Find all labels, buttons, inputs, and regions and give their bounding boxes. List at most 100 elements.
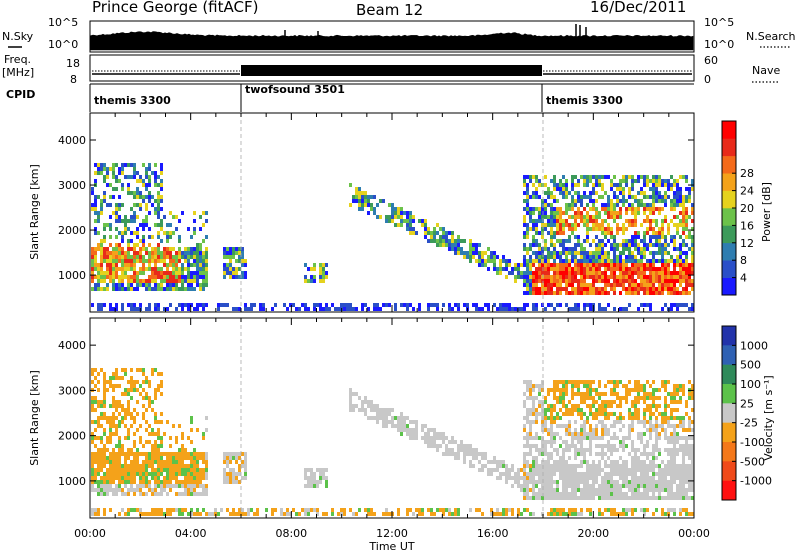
data-cell [652, 404, 655, 408]
colorbar-swatch [722, 403, 736, 423]
data-cell [193, 275, 196, 279]
data-cell [574, 464, 577, 468]
data-cell [586, 235, 589, 239]
data-cell [625, 496, 628, 500]
data-cell [160, 207, 163, 211]
data-cell [397, 428, 400, 432]
data-cell [541, 404, 544, 408]
data-cell [514, 267, 517, 271]
data-cell [109, 203, 112, 207]
data-cell [604, 231, 607, 235]
data-cell [205, 259, 208, 263]
data-cell [178, 452, 181, 456]
data-cell [682, 211, 685, 215]
data-cell [127, 468, 130, 472]
data-cell [619, 404, 622, 408]
data-cell [652, 472, 655, 476]
data-cell [670, 392, 673, 396]
data-cell [502, 307, 505, 311]
data-cell [157, 287, 160, 291]
data-cell [526, 416, 529, 420]
data-cell [139, 239, 142, 243]
data-cell [658, 207, 661, 211]
data-cell [688, 271, 691, 275]
data-cell [91, 404, 94, 408]
data-cell [643, 303, 646, 307]
data-cell [541, 279, 544, 283]
data-cell [544, 396, 547, 400]
data-cell [532, 492, 535, 496]
data-cell [640, 199, 643, 203]
data-cell [196, 259, 199, 263]
data-cell [391, 207, 394, 211]
data-cell [112, 492, 115, 496]
data-cell [505, 275, 508, 279]
colorbar-tick-label: 20 [740, 202, 754, 215]
data-cell [181, 468, 184, 472]
data-cell [535, 191, 538, 195]
data-cell [397, 211, 400, 215]
data-cell [112, 476, 115, 480]
data-cell [436, 448, 439, 452]
data-cell [424, 227, 427, 231]
data-cell [163, 512, 166, 516]
data-cell [577, 287, 580, 291]
data-cell [535, 279, 538, 283]
data-cell [322, 476, 325, 480]
data-cell [574, 428, 577, 432]
data-cell [460, 444, 463, 448]
data-cell [103, 195, 106, 199]
data-cell [586, 380, 589, 384]
data-cell [535, 259, 538, 263]
data-cell [238, 267, 241, 271]
data-cell [457, 243, 460, 247]
data-cell [358, 199, 361, 203]
data-cell [529, 275, 532, 279]
data-cell [583, 195, 586, 199]
data-cell [586, 179, 589, 183]
data-cell [352, 307, 355, 311]
data-cell [121, 444, 124, 448]
data-cell [550, 388, 553, 392]
data-cell [142, 460, 145, 464]
data-cell [157, 444, 160, 448]
data-cell [595, 271, 598, 275]
data-cell [178, 424, 181, 428]
data-cell [553, 384, 556, 388]
data-cell [664, 436, 667, 440]
data-cell [589, 191, 592, 195]
data-cell [601, 275, 604, 279]
data-cell [685, 235, 688, 239]
data-cell [613, 279, 616, 283]
data-cell [121, 492, 124, 496]
data-cell [547, 440, 550, 444]
data-cell [175, 476, 178, 480]
data-cell [295, 307, 298, 311]
data-cell [367, 512, 370, 516]
data-cell [676, 392, 679, 396]
data-cell [580, 267, 583, 271]
data-cell [583, 476, 586, 480]
data-cell [511, 512, 514, 516]
data-cell [115, 271, 118, 275]
data-cell [151, 251, 154, 255]
data-cell [559, 263, 562, 267]
data-cell [91, 460, 94, 464]
data-cell [232, 456, 235, 460]
data-cell [151, 368, 154, 372]
data-cell [202, 255, 205, 259]
data-cell [598, 464, 601, 468]
data-cell [409, 508, 412, 512]
data-cell [145, 247, 148, 251]
data-cell [130, 239, 133, 243]
data-cell [541, 215, 544, 219]
data-cell [103, 255, 106, 259]
data-cell [523, 488, 526, 492]
data-cell [670, 448, 673, 452]
data-cell [553, 283, 556, 287]
data-cell [274, 508, 277, 512]
data-cell [94, 247, 97, 251]
data-cell [199, 480, 202, 484]
data-cell [133, 440, 136, 444]
data-cell [592, 267, 595, 271]
